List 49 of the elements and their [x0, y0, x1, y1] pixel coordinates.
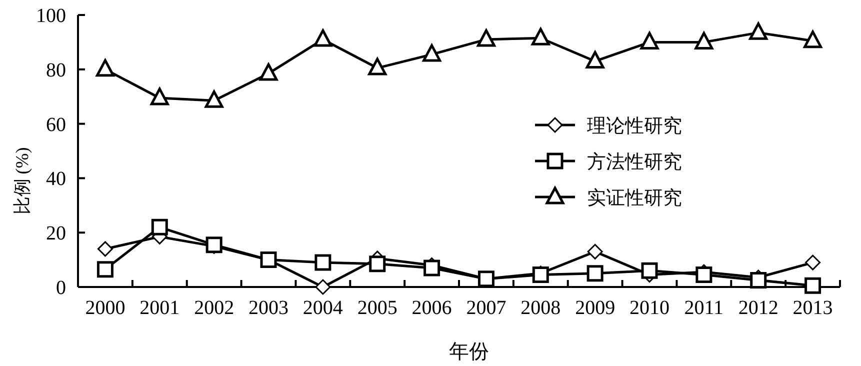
x-tick-label: 2002: [194, 297, 234, 319]
y-tick-label: 60: [46, 114, 66, 136]
point: [422, 44, 442, 62]
x-tick-label: 2000: [85, 297, 126, 319]
point: [750, 272, 767, 288]
point: [368, 58, 387, 76]
x-tick-label: 2009: [575, 297, 616, 319]
x-tick-label: 2005: [357, 297, 398, 319]
point: [749, 22, 768, 40]
point: [314, 254, 332, 271]
point: [314, 29, 332, 47]
point: [369, 256, 386, 272]
point: [96, 59, 114, 77]
legend-label: 理论性研究: [587, 115, 682, 137]
x-tick-label: 2010: [630, 297, 670, 319]
point: [424, 260, 440, 276]
legend-label: 实证性研究: [587, 187, 682, 209]
legend-label: 方法性研究: [587, 151, 682, 173]
point: [804, 277, 822, 294]
point: [641, 262, 658, 279]
y-axis-title: 比例 (%): [12, 147, 32, 215]
y-tick-label: 0: [56, 277, 66, 299]
point: [476, 29, 496, 47]
point: [531, 28, 550, 46]
y-tick-label: 40: [46, 168, 66, 190]
x-tick-label: 2013: [792, 297, 833, 319]
point: [204, 90, 224, 108]
x-tick-label: 2007: [466, 297, 506, 319]
y-tick-label: 80: [46, 59, 66, 82]
y-tick-label: 20: [46, 222, 66, 245]
point: [151, 218, 168, 236]
x-axis-title: 年份: [449, 341, 489, 363]
point: [696, 266, 712, 284]
x-tick-label: 2006: [412, 297, 452, 319]
point: [586, 265, 604, 282]
x-tick-label: 2011: [684, 297, 724, 319]
x-tick-label: 2008: [520, 297, 561, 319]
x-tick-label: 2003: [248, 297, 288, 319]
point: [150, 88, 169, 106]
x-tick-label: 2004: [302, 297, 343, 319]
point: [640, 32, 659, 50]
point: [259, 63, 278, 81]
point: [804, 30, 822, 48]
y-tick-label: 100: [36, 5, 66, 27]
x-tick-label: 2012: [738, 297, 778, 319]
point: [586, 50, 604, 68]
point: [96, 261, 114, 278]
point: [694, 32, 714, 50]
x-tick-label: 2001: [140, 297, 180, 319]
